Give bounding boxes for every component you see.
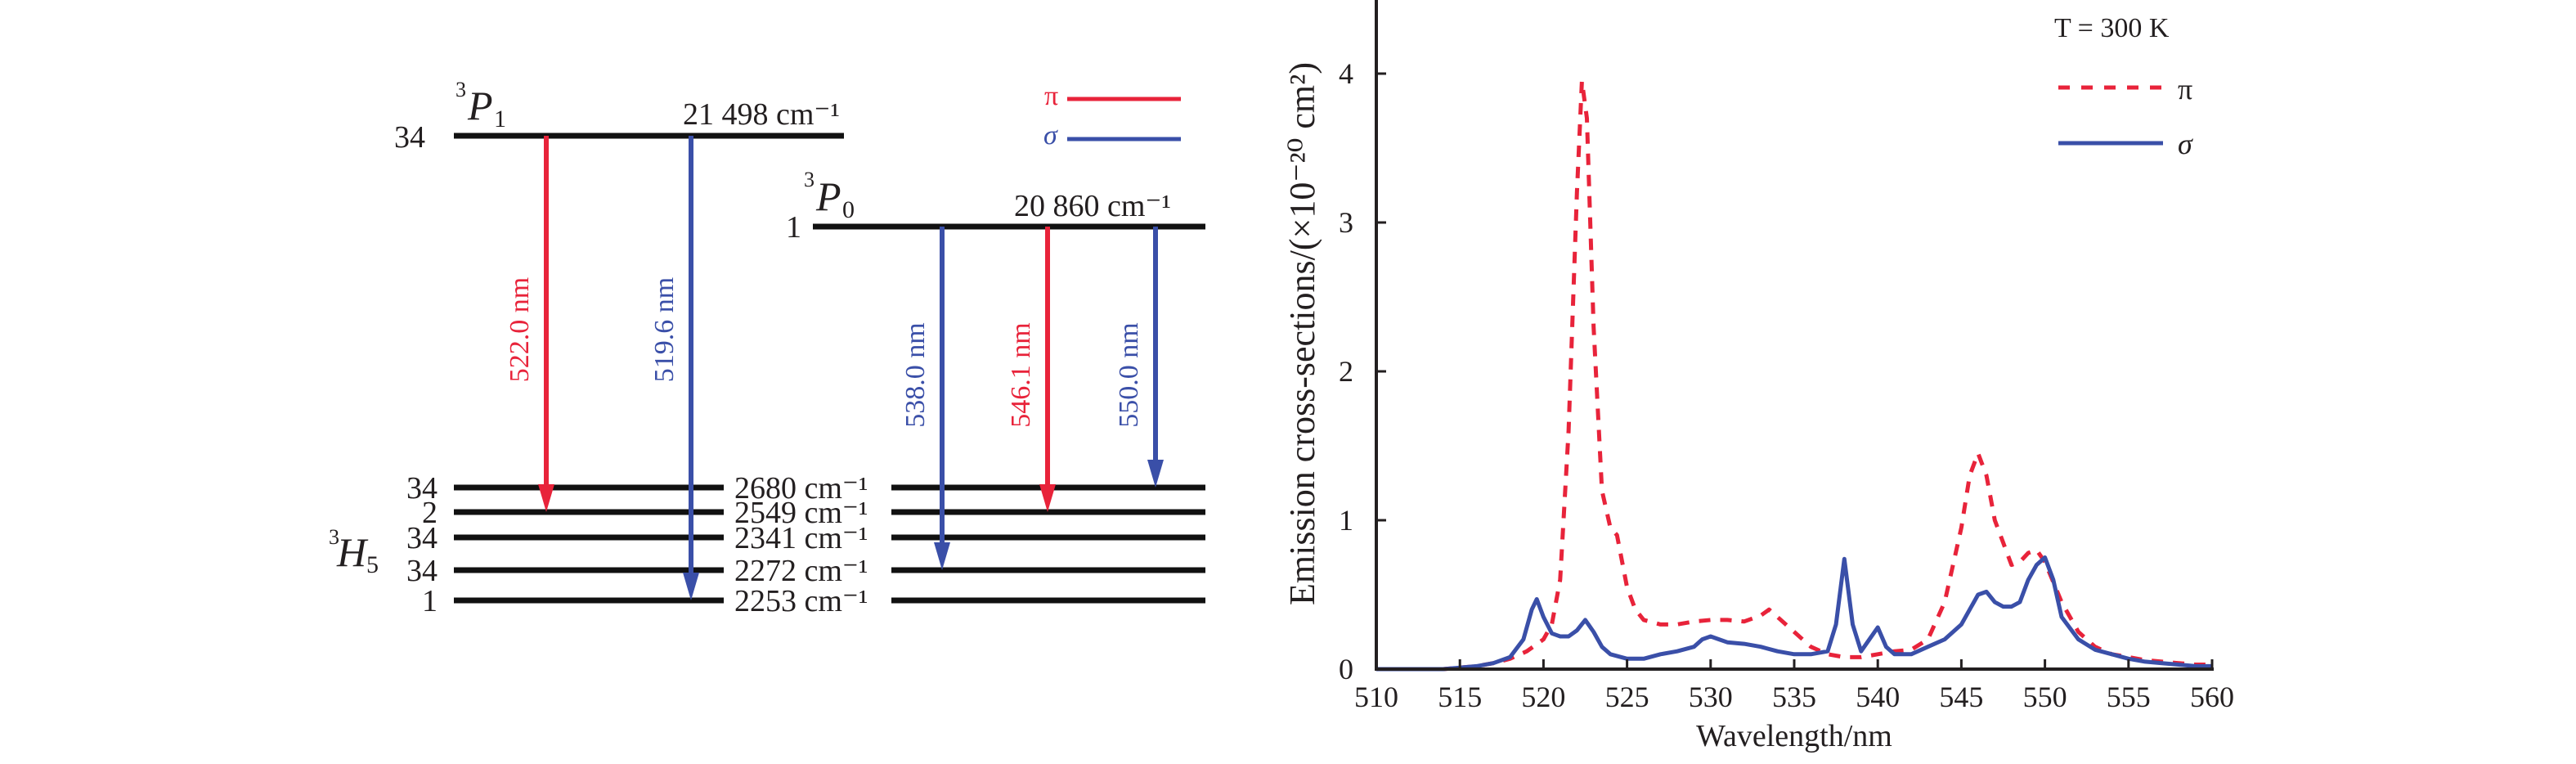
term-symbol: P xyxy=(467,83,493,128)
energy-label: 2680 cm⁻¹ xyxy=(734,471,868,506)
x-tick-label: 530 xyxy=(1689,681,1733,713)
y-tick: 4 xyxy=(1339,57,1386,90)
y-tick-label: 3 xyxy=(1339,206,1353,239)
x-tick: 535 xyxy=(1772,659,1816,713)
term-symbol: H xyxy=(336,529,369,575)
x-tick-label: 510 xyxy=(1354,681,1398,713)
legend-symbol: π xyxy=(1044,81,1058,111)
energy-label: 20 860 cm⁻¹ xyxy=(1014,189,1171,223)
term-superscript: 3 xyxy=(456,78,466,101)
lower-level: 34 2272 cm⁻¹ xyxy=(406,554,1205,588)
degeneracy-label: 34 xyxy=(406,554,438,588)
series-line-pi xyxy=(1376,79,2212,672)
term-superscript: 3 xyxy=(804,168,815,191)
transition-arrow-pi: 522.0 nm xyxy=(505,136,554,512)
x-axis-label: Wavelength/nm xyxy=(1696,719,1892,753)
degeneracy-label: 34 xyxy=(406,521,438,555)
legend-symbol: σ xyxy=(1043,120,1058,151)
energy-label: 2253 cm⁻¹ xyxy=(734,584,868,618)
transition-arrow-sigma: 519.6 nm xyxy=(649,136,699,600)
diagram-legend: π σ xyxy=(1043,81,1181,151)
y-axis-label: Emission cross-sections/(×10⁻²⁰ cm²) xyxy=(1282,62,1322,605)
x-tick-label: 540 xyxy=(1856,681,1900,713)
x-tick-label: 550 xyxy=(2023,681,2067,713)
curves xyxy=(1376,79,2212,672)
wavelength-label: 550.0 nm xyxy=(1114,322,1144,427)
wavelength-label: 522.0 nm xyxy=(505,277,535,382)
wavelength-label: 546.1 nm xyxy=(1006,322,1036,427)
temperature-annotation: T = 300 K xyxy=(2054,13,2170,43)
energy-label: 2272 cm⁻¹ xyxy=(734,554,868,588)
arrow-head xyxy=(683,573,699,600)
arrow-head xyxy=(1147,460,1164,488)
lower-level: 34 2341 cm⁻¹ xyxy=(406,521,1205,555)
x-tick: 525 xyxy=(1605,659,1649,713)
arrow-head xyxy=(1039,484,1056,512)
transition-arrow-sigma: 550.0 nm xyxy=(1114,227,1164,488)
x-tick-label: 525 xyxy=(1605,681,1649,713)
x-ticks: 510 515 520 525 530 535 540 545 550 555 560 xyxy=(1354,659,2234,713)
y-tick-label: 2 xyxy=(1339,355,1353,388)
x-tick-label: 555 xyxy=(2107,681,2151,713)
legend-item-sigma: σ xyxy=(1043,120,1181,151)
energy-label: 2549 cm⁻¹ xyxy=(734,496,868,530)
arrow-head xyxy=(538,484,554,512)
y-ticks: 0 1 2 3 4 xyxy=(1339,57,1386,685)
wavelength-label: 538.0 nm xyxy=(900,322,931,427)
x-tick-label: 560 xyxy=(2190,681,2234,713)
y-tick: 1 xyxy=(1339,504,1386,537)
transition-arrow-pi: 546.1 nm xyxy=(1006,227,1056,512)
transitions: 522.0 nm 519.6 nm 538.0 nm 546.1 nm 550.0 nm xyxy=(505,136,1164,600)
x-tick: 560 xyxy=(2190,659,2234,713)
lower-level: 1 2253 cm⁻¹ xyxy=(422,584,1205,618)
x-tick: 520 xyxy=(1521,659,1565,713)
x-tick-label: 515 xyxy=(1438,681,1482,713)
x-tick: 545 xyxy=(1939,659,1983,713)
y-tick: 0 xyxy=(1339,653,1353,685)
transition-arrow-sigma: 538.0 nm xyxy=(900,227,950,570)
energy-label: 2341 cm⁻¹ xyxy=(734,521,868,555)
y-tick-label: 1 xyxy=(1339,504,1353,537)
manifold-3H5-label: 3 H 5 xyxy=(329,525,379,578)
degeneracy-label: 34 xyxy=(394,120,425,155)
x-tick: 530 xyxy=(1689,659,1733,713)
level-3P0: 1 3 P 0 20 860 cm⁻¹ xyxy=(786,168,1205,245)
x-tick: 510 xyxy=(1354,681,1398,713)
y-tick: 3 xyxy=(1339,206,1386,239)
y-tick-label: 4 xyxy=(1339,57,1353,90)
x-tick: 555 xyxy=(2107,659,2151,713)
term-superscript: 3 xyxy=(329,525,339,549)
energy-label: 21 498 cm⁻¹ xyxy=(683,97,840,132)
degeneracy-label: 34 xyxy=(406,471,438,506)
x-tick: 540 xyxy=(1856,659,1900,713)
x-tick: 515 xyxy=(1438,659,1482,713)
degeneracy-label: 1 xyxy=(422,584,438,618)
x-tick-label: 545 xyxy=(1939,681,1983,713)
series-line-sigma xyxy=(1376,555,2212,672)
chart-legend: T = 300 K π σ xyxy=(2054,13,2193,160)
legend-item-pi: π xyxy=(1044,81,1181,111)
legend-label-sigma: σ xyxy=(2178,128,2193,160)
term-subscript: 5 xyxy=(366,551,379,578)
term-symbol: P xyxy=(815,173,841,219)
term-subscript: 0 xyxy=(842,196,855,223)
degeneracy-label: 1 xyxy=(786,210,801,245)
level-3P1: 34 3 P 1 21 498 cm⁻¹ xyxy=(394,78,844,155)
x-tick: 550 xyxy=(2023,659,2067,713)
x-tick-label: 520 xyxy=(1521,681,1565,713)
emission-spectrum-chart: 510 515 520 525 530 535 540 545 550 555 560 01234 … xyxy=(1282,0,2234,753)
term-subscript: 1 xyxy=(494,106,506,133)
x-tick-label: 535 xyxy=(1772,681,1816,713)
degeneracy-label: 2 xyxy=(422,496,438,530)
lower-levels: 34 2680 cm⁻¹ 2 2549 cm⁻¹ 34 2341 cm⁻¹ 34 2272 c… xyxy=(406,471,1205,618)
arrow-head xyxy=(934,542,950,570)
wavelength-label: 519.6 nm xyxy=(649,277,680,382)
y-tick: 2 xyxy=(1339,355,1386,388)
legend-label-pi: π xyxy=(2178,73,2192,106)
y-tick-label: 0 xyxy=(1339,653,1353,685)
